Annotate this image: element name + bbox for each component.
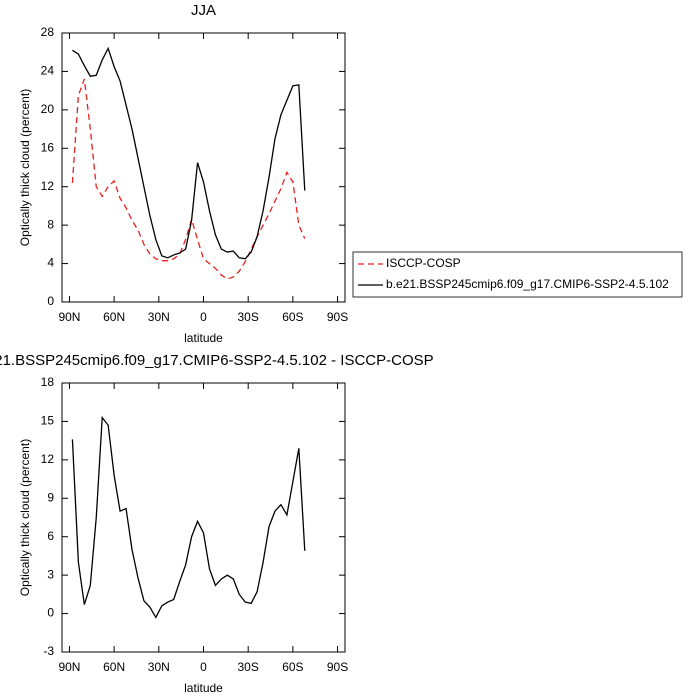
- y-tick-label: -3: [43, 644, 54, 658]
- y-tick-label: 9: [47, 490, 54, 504]
- series-line: [71, 415, 306, 619]
- y-tick-label: 15: [41, 414, 55, 428]
- x-tick-label: 30S: [238, 660, 259, 674]
- x-tick-label: 60S: [282, 310, 303, 324]
- series-line: [71, 78, 306, 280]
- series-line: [72, 46, 306, 260]
- legend-box: [352, 251, 683, 298]
- x-tick-label: 30S: [238, 310, 259, 324]
- x-tick-label: 30N: [148, 660, 170, 674]
- y-tick-label: 18: [41, 375, 55, 389]
- x-axis-label: latitude: [184, 331, 223, 345]
- x-tick-label: 90S: [327, 660, 348, 674]
- plot-frame: [61, 32, 346, 303]
- y-axis-label: Optically thick cloud (percent): [18, 439, 32, 596]
- y-tick-label: 3: [47, 567, 54, 581]
- x-tick-label: 90N: [58, 660, 80, 674]
- y-axis-label: Optically thick cloud (percent): [18, 89, 32, 246]
- chart-title: b.e21.BSSP245cmip6.f09_g17.CMIP6-SSP2-4.…: [0, 352, 434, 369]
- y-tick-label: 6: [47, 529, 54, 543]
- x-tick-label: 60N: [103, 310, 125, 324]
- y-tick-label: 4: [47, 256, 54, 270]
- x-tick-label: 0: [200, 660, 207, 674]
- legend-label: ISCCP-COSP: [386, 256, 461, 270]
- y-tick-label: 12: [41, 452, 55, 466]
- x-tick-label: 60S: [282, 660, 303, 674]
- y-tick-label: 24: [41, 64, 55, 78]
- x-tick-label: 0: [200, 310, 207, 324]
- legend-label: b.e21.BSSP245cmip6.f09_g17.CMIP6-SSP2-4.…: [386, 277, 669, 291]
- y-tick-label: 16: [41, 140, 55, 154]
- chart-title: JJA: [191, 2, 216, 19]
- y-tick-label: 0: [47, 294, 54, 308]
- plot-frame: [61, 382, 346, 653]
- y-tick-label: 28: [41, 25, 55, 39]
- x-tick-label: 90S: [327, 310, 348, 324]
- x-tick-label: 30N: [148, 310, 170, 324]
- y-tick-label: 0: [47, 606, 54, 620]
- y-tick-label: 20: [41, 102, 55, 116]
- x-axis-label: latitude: [184, 681, 223, 695]
- x-tick-label: 90N: [58, 310, 80, 324]
- y-tick-label: 8: [47, 217, 54, 231]
- x-tick-label: 60N: [103, 660, 125, 674]
- y-tick-label: 12: [41, 179, 55, 193]
